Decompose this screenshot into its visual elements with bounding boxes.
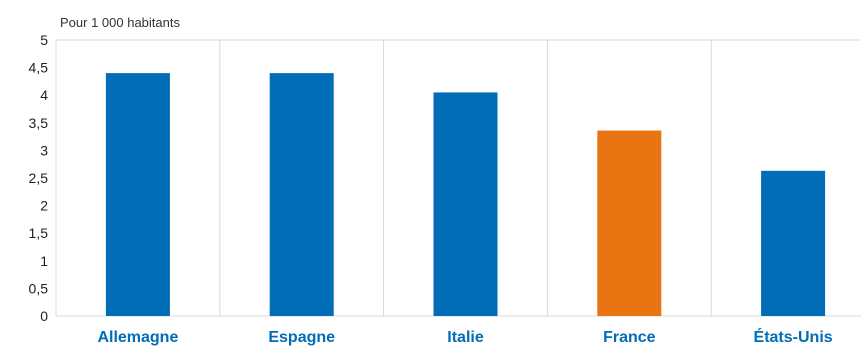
- x-tick-label: France: [603, 329, 656, 346]
- grid-lines: [55, 39, 861, 317]
- y-tick-label: 2: [40, 198, 48, 214]
- y-tick-label: 0,5: [29, 280, 49, 296]
- y-tick-label: 4: [40, 87, 48, 103]
- bars: [105, 73, 826, 317]
- y-tick-label: 2,5: [29, 170, 49, 186]
- x-tick-label: Espagne: [268, 329, 335, 346]
- x-tick-label: Allemagne: [97, 329, 178, 346]
- bar-italie: [433, 92, 498, 316]
- x-tick-label: États-Unis: [754, 327, 833, 346]
- y-tick-label: 1,5: [29, 225, 49, 241]
- y-tick-label: 1: [40, 253, 48, 269]
- y-axis-label: Pour 1 000 habitants: [60, 15, 180, 30]
- bar-espagne: [269, 73, 334, 317]
- y-tick-label: 3: [40, 142, 48, 158]
- x-axis-labels: Allemagne Espagne Italie France États-Unis: [97, 327, 832, 346]
- y-tick-label: 5: [40, 32, 48, 48]
- bar-france: [597, 130, 662, 316]
- bar-allemagne: [105, 73, 170, 317]
- y-tick-label: 0: [40, 308, 48, 324]
- y-tick-label: 4,5: [29, 60, 49, 76]
- x-tick-label: Italie: [447, 329, 484, 346]
- bar-etats-unis: [761, 170, 826, 316]
- y-axis-ticks: 0 0,5 1 1,5 2 2,5 3 3,5 4 4,5 5: [29, 32, 49, 324]
- y-tick-label: 3,5: [29, 115, 49, 131]
